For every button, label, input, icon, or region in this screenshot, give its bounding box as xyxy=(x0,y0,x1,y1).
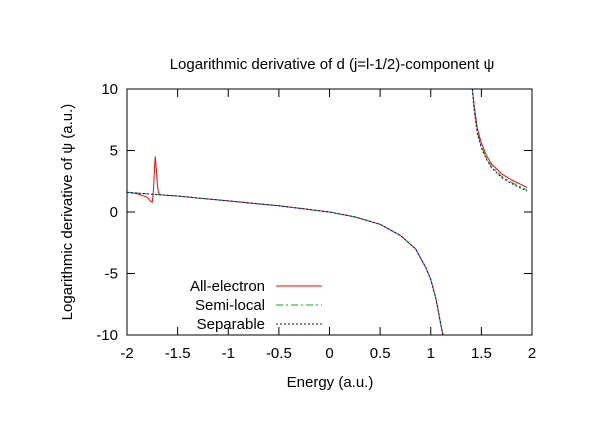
chart-title: Logarithmic derivative of d (j=l-1/2)-co… xyxy=(170,56,495,73)
x-tick-label: -2 xyxy=(120,345,133,362)
plot-area xyxy=(127,89,528,335)
y-tick-label: 10 xyxy=(101,81,118,98)
x-axis-label: Energy (a.u.) xyxy=(287,374,374,391)
y-tick-label: 5 xyxy=(110,143,118,160)
legend: All-electron Semi-local Separable xyxy=(190,278,322,333)
legend-label: Separable xyxy=(197,316,265,333)
series-line-separable xyxy=(127,191,444,335)
y-tick-label: -10 xyxy=(96,327,118,344)
x-tick-label: 0 xyxy=(325,345,333,362)
series-line-all-electron xyxy=(471,89,528,188)
x-tick-label: -1.5 xyxy=(165,345,191,362)
y-tick-label: 0 xyxy=(110,204,118,221)
series-line-separable xyxy=(471,89,528,192)
x-tick-label: 2 xyxy=(528,345,536,362)
y-tick-label: -5 xyxy=(105,266,118,283)
x-tick-label: 0.5 xyxy=(370,345,391,362)
legend-label: Semi-local xyxy=(195,297,265,314)
x-tick-label: 1.5 xyxy=(471,345,492,362)
legend-label: All-electron xyxy=(190,278,265,295)
x-tick-label: -1 xyxy=(222,345,235,362)
x-tick-label: 1 xyxy=(427,345,435,362)
y-axis-label: Logarithmic derivative of ψ (a.u.) xyxy=(59,104,76,321)
x-axis-ticks: -2 -1.5 -1 -0.5 0 0.5 1 1.5 2 xyxy=(120,89,536,362)
plot-frame xyxy=(126,88,533,336)
series-line-semi-local xyxy=(127,191,444,335)
x-tick-label: -0.5 xyxy=(266,345,292,362)
series-line-all-electron xyxy=(127,156,444,335)
y-axis-ticks: -10 -5 0 5 10 xyxy=(96,81,532,344)
